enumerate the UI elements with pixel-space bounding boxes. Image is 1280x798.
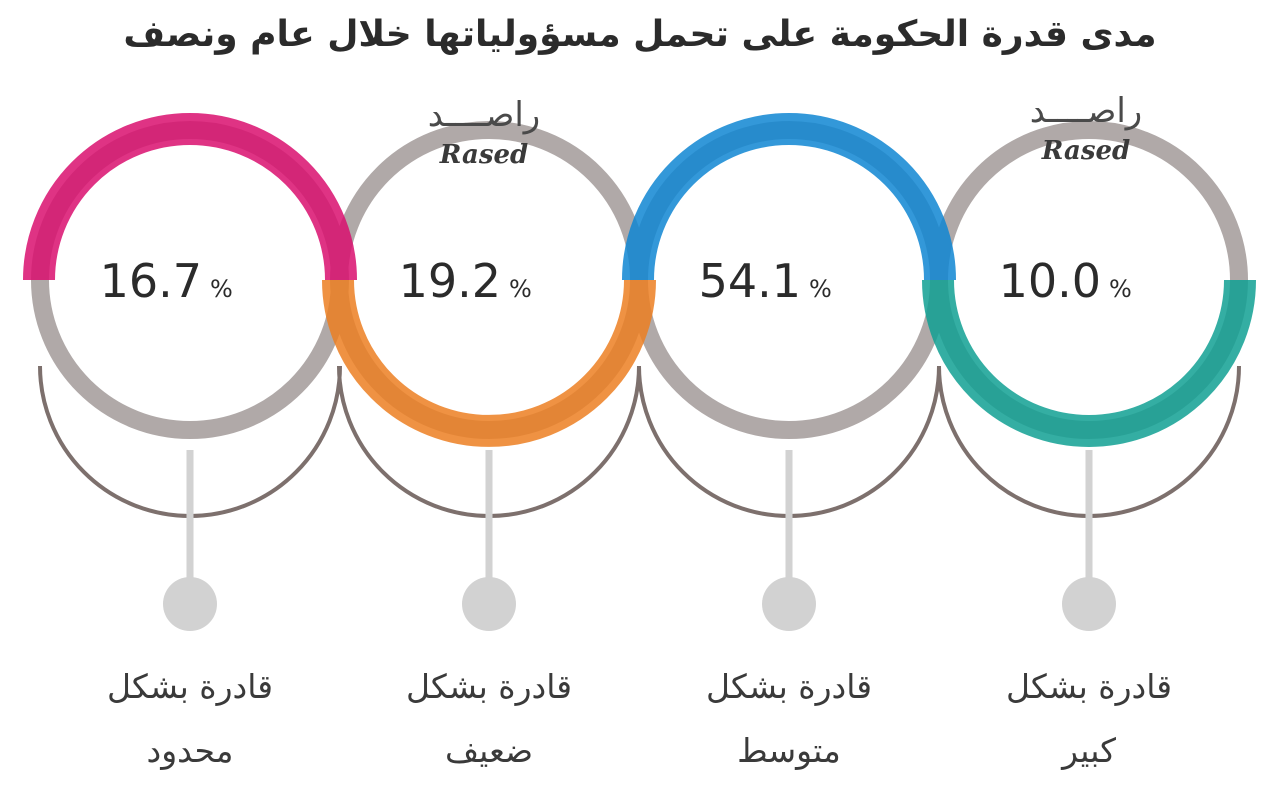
- category-label-line2-4: كبير: [1060, 731, 1116, 770]
- value-arc-4: [922, 279, 1256, 447]
- value-arc-2: [322, 279, 656, 447]
- connector-dot: [163, 577, 217, 631]
- category-label-line1-1: قادرة بشكل: [107, 667, 273, 706]
- chart-title: مدى قدرة الحكومة على تحمل مسؤولياتها خلا…: [123, 14, 1157, 55]
- category-label-line1-2: قادرة بشكل: [406, 667, 572, 706]
- percent-sign-2: %: [509, 275, 532, 303]
- value-label-1: 16.7: [100, 254, 202, 308]
- value-arc-3: [622, 113, 956, 281]
- category-label-line2-1: محدود: [147, 731, 234, 770]
- connector-dot: [1062, 577, 1116, 631]
- watermark-arabic: راصــــد: [428, 95, 540, 135]
- category-label-line2-2: ضعيف: [445, 731, 533, 770]
- watermark-latin: Rased: [439, 140, 528, 170]
- watermark-arabic: راصــــد: [1030, 91, 1142, 131]
- connector-dot: [762, 577, 816, 631]
- category-label-line1-4: قادرة بشكل: [1006, 667, 1172, 706]
- value-label-3: 54.1: [699, 254, 801, 308]
- percent-sign-1: %: [210, 275, 233, 303]
- bracket-layer: [38, 365, 1241, 631]
- category-label-line2-3: متوسط: [737, 731, 841, 770]
- percent-sign-4: %: [1109, 275, 1132, 303]
- label-layer: 16.7 % قادرة بشكل محدود 19.2 % قادرة بشكل ضعيف 5…: [100, 91, 1172, 770]
- percent-sign-3: %: [809, 275, 832, 303]
- connector-dot: [462, 577, 516, 631]
- arc-layer: [23, 113, 1256, 447]
- value-arc-1: [23, 113, 357, 281]
- watermark-latin: Rased: [1041, 136, 1130, 166]
- value-label-2: 19.2: [399, 254, 501, 308]
- category-label-line1-3: قادرة بشكل: [706, 667, 872, 706]
- value-label-4: 10.0: [999, 254, 1101, 308]
